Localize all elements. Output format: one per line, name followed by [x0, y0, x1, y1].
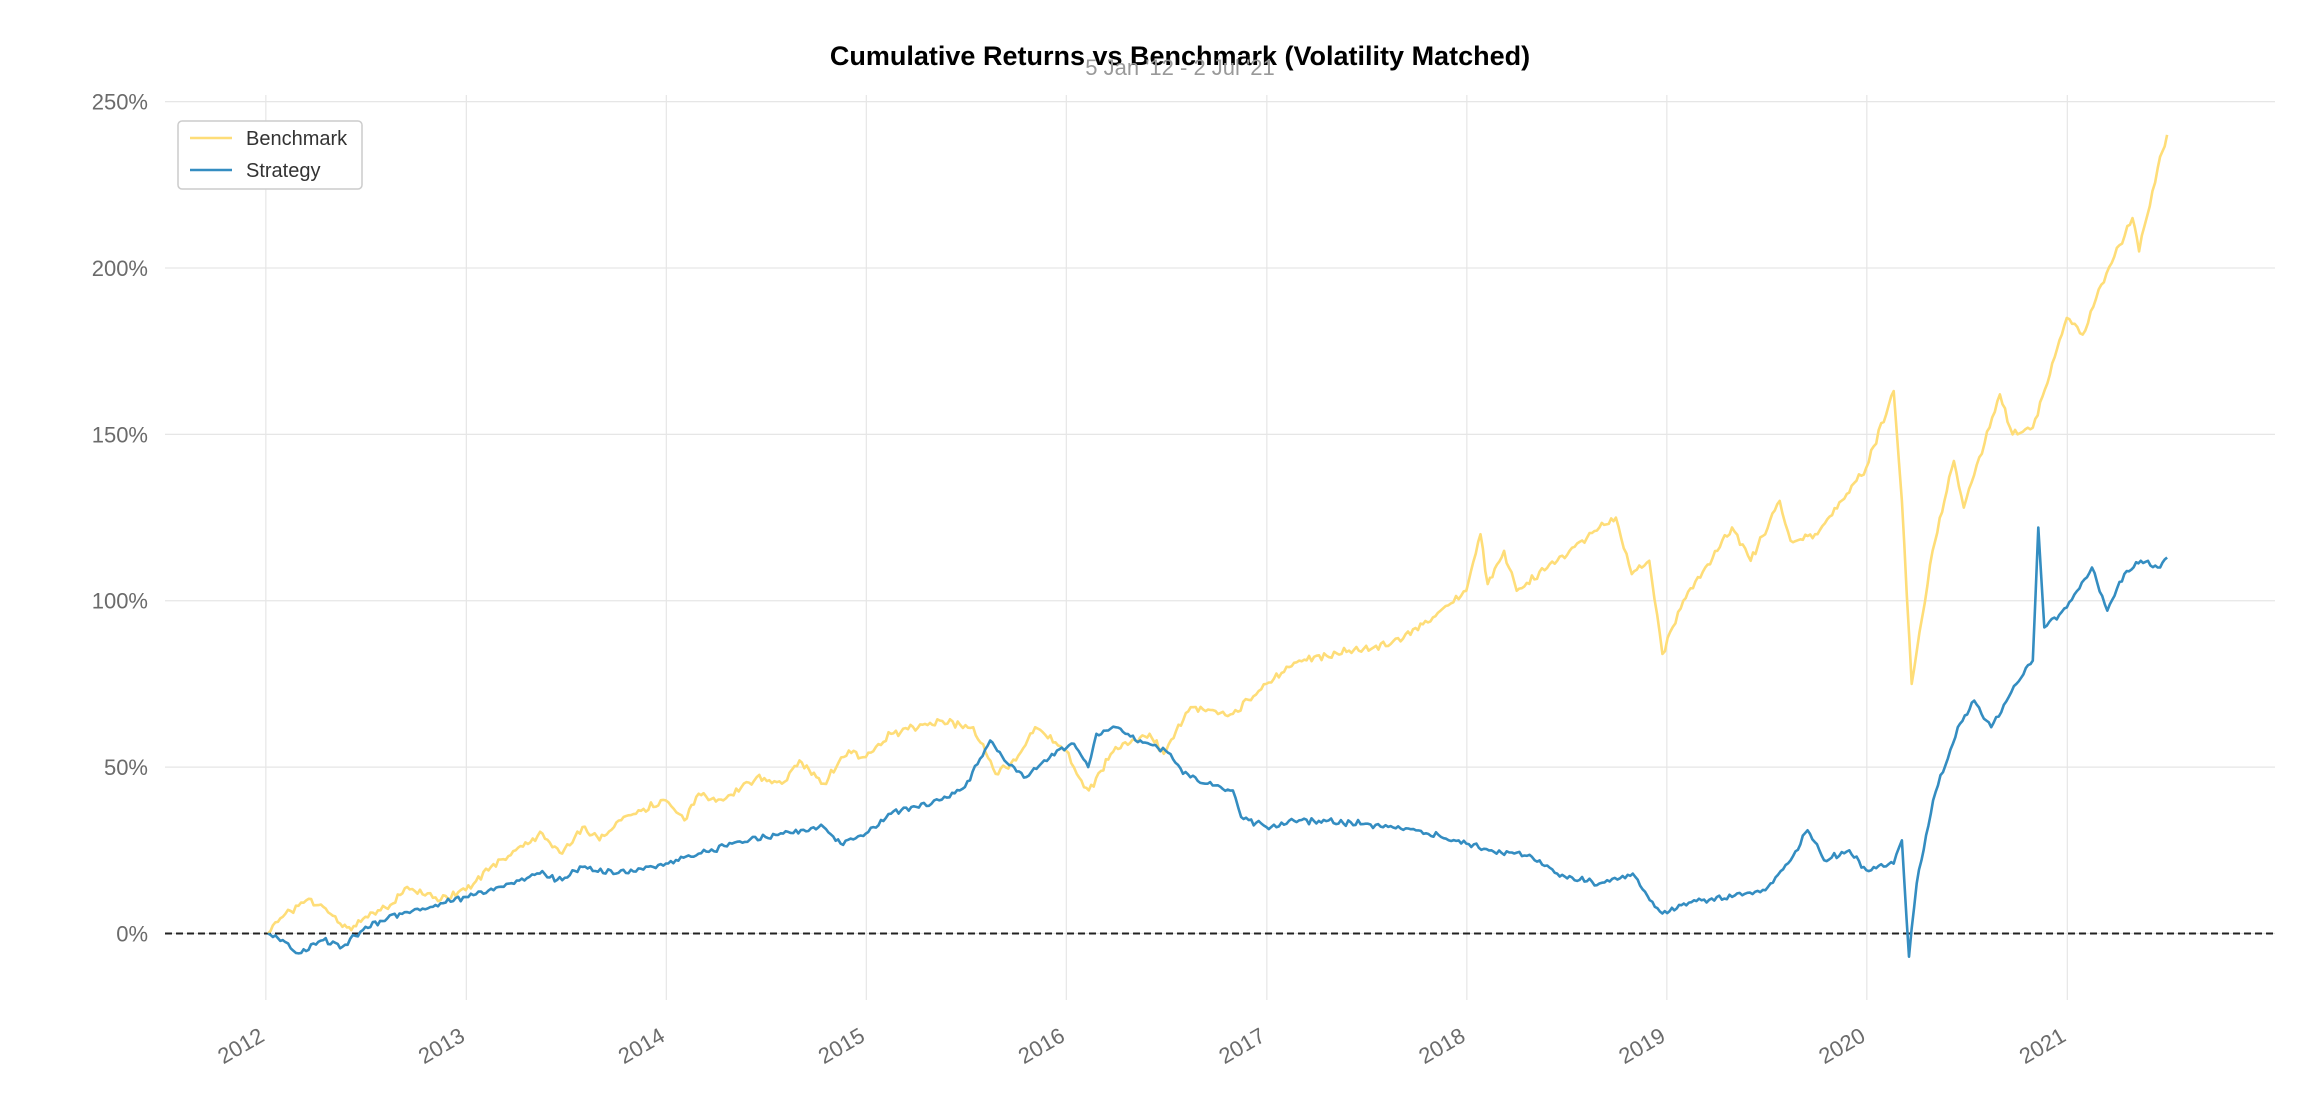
x-tick-label: 2012: [213, 1023, 268, 1069]
series-line-strategy: [267, 526, 2168, 958]
chart-legend: Benchmark Strategy: [177, 120, 363, 190]
x-tick-label: 2019: [1614, 1023, 1669, 1069]
legend-label-strategy: Strategy: [246, 160, 320, 182]
x-tick-label: 2017: [1214, 1023, 1269, 1069]
y-tick-label: 200%: [92, 256, 148, 281]
y-tick-label: 0%: [116, 921, 148, 946]
y-tick-label: 50%: [104, 755, 148, 780]
legend-label-benchmark: Benchmark: [246, 128, 348, 150]
series-layer: [267, 134, 2169, 958]
grid-layer: [165, 95, 2275, 1000]
x-tick-label: 2021: [2015, 1023, 2070, 1069]
x-tick-label: 2020: [1814, 1023, 1869, 1069]
x-tick-label: 2014: [614, 1023, 669, 1069]
x-axis-ticks: 2012 2013 2014 2015 2016 2017 2018 2019 2020 2021: [213, 1023, 2069, 1069]
y-tick-label: 150%: [92, 422, 148, 447]
x-tick-label: 2015: [814, 1023, 869, 1069]
chart-subtitle: 5 Jan '12 - 2 Jul '21: [1085, 55, 1274, 80]
x-tick-label: 2013: [414, 1023, 469, 1069]
x-tick-label: 2016: [1014, 1023, 1069, 1069]
y-tick-label: 250%: [92, 90, 148, 115]
y-axis-ticks: 0% 50% 100% 150% 200% 250%: [92, 90, 148, 947]
x-tick-label: 2018: [1414, 1023, 1469, 1069]
chart-title: Cumulative Returns vs Benchmark (Volatil…: [830, 41, 1530, 71]
series-line-benchmark: [267, 134, 2169, 935]
y-tick-label: 100%: [92, 589, 148, 614]
